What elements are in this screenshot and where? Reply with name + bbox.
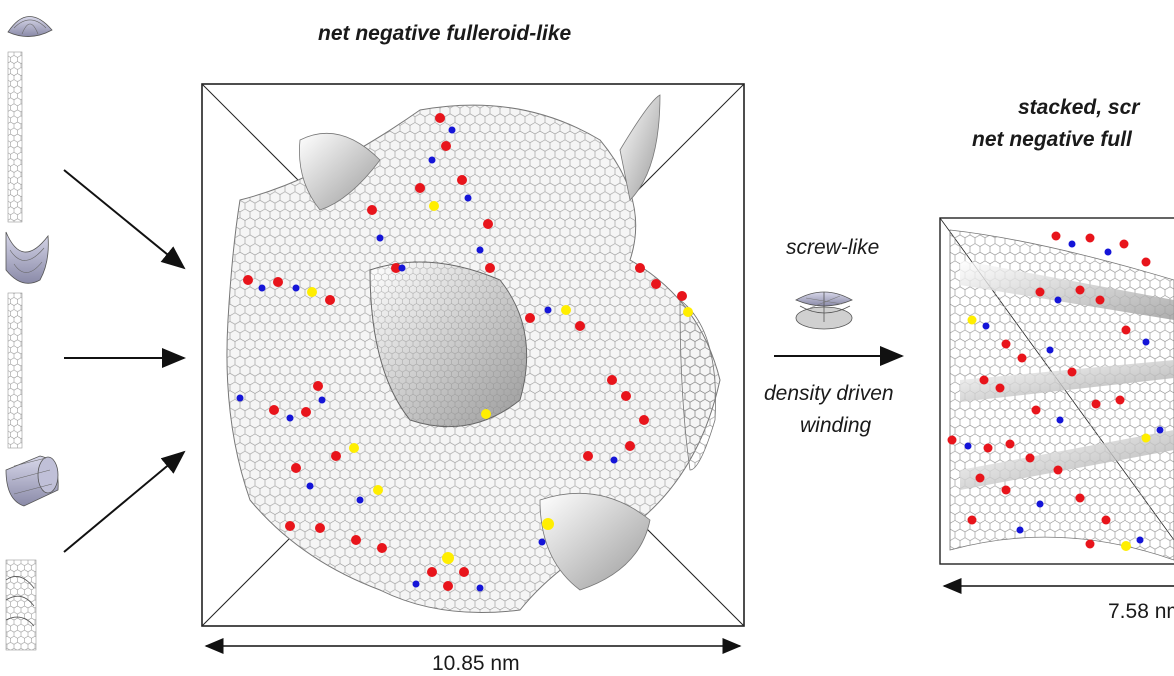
process-label-bottom-line-2: winding xyxy=(800,414,872,437)
carbon-sheet-network xyxy=(226,94,721,613)
left-surface-strip xyxy=(5,16,59,651)
wavy-surface-icon xyxy=(5,559,37,651)
right-dimension-label: 7.58 nm xyxy=(1108,600,1174,623)
arrow xyxy=(63,450,186,553)
input-arrows xyxy=(63,169,186,553)
saddle-surface-icon xyxy=(5,231,49,284)
dome-surface-icon xyxy=(7,16,53,37)
helicoid-screw-icon xyxy=(795,291,853,330)
right-title-line-1: stacked, scr xyxy=(1018,96,1140,119)
stacked-structure-box xyxy=(939,217,1174,565)
arrow xyxy=(63,169,186,270)
main-structure-box xyxy=(201,83,745,627)
process-label-top: screw-like xyxy=(786,236,880,259)
left-dimension-label: 10.85 nm xyxy=(432,652,520,675)
right-title-line-2: net negative full xyxy=(972,128,1132,151)
defect-rings xyxy=(236,113,693,592)
process-label-bottom-line-1: density driven xyxy=(764,382,894,405)
main-title: net negative fulleroid-like xyxy=(318,22,572,45)
stacked-defect-rings xyxy=(947,231,1164,551)
cylinder-surface-icon xyxy=(5,455,59,507)
surface-panel xyxy=(7,292,23,449)
surface-panel xyxy=(7,51,23,223)
